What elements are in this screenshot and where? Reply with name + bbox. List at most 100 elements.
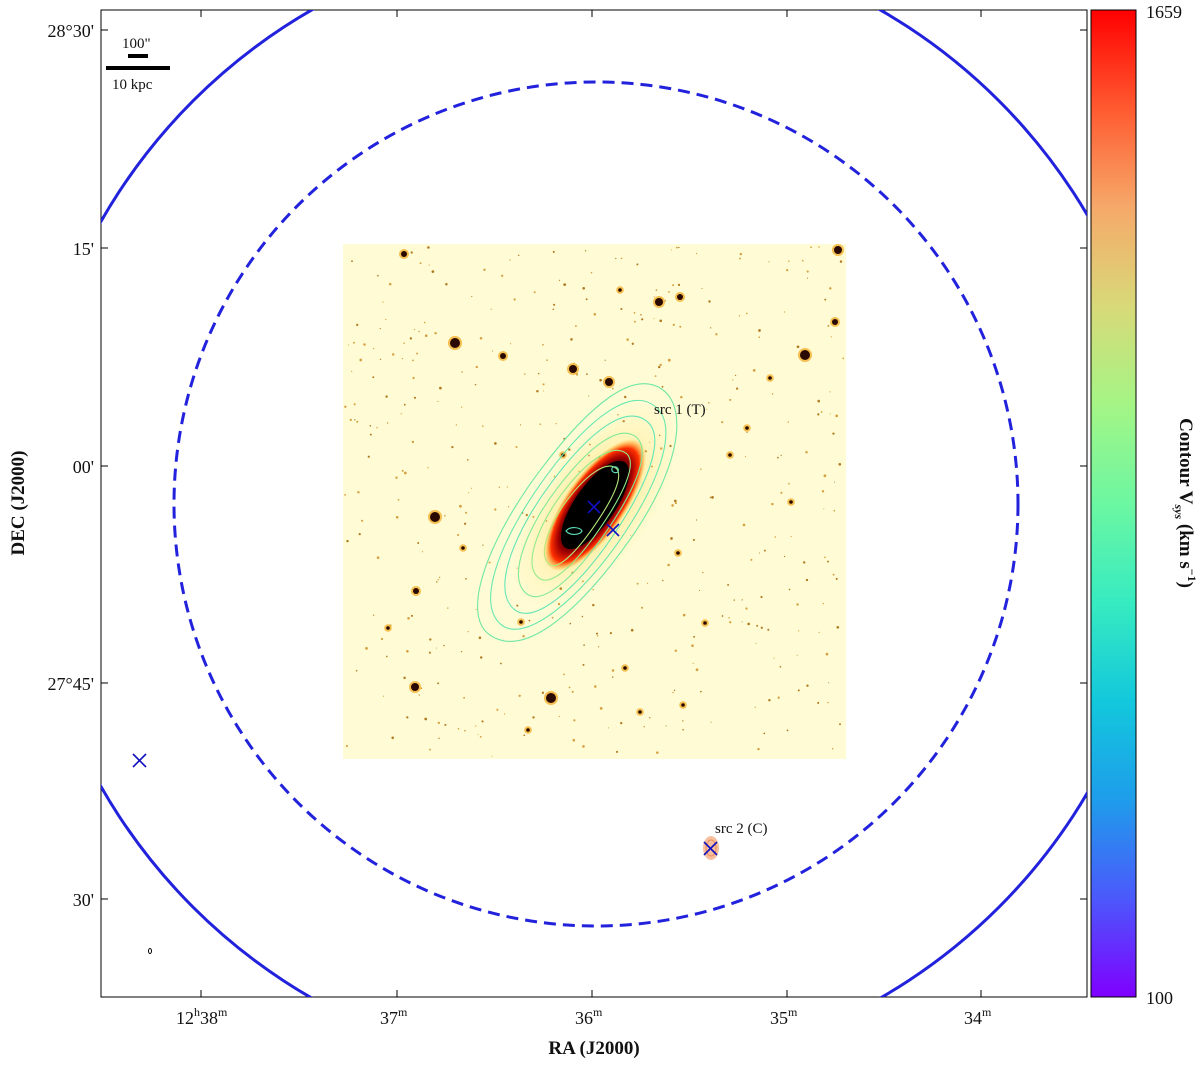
star [539,423,542,425]
star [508,506,510,508]
star [403,676,406,680]
star [777,456,779,459]
star [354,419,356,421]
star [344,405,347,408]
star [623,395,627,399]
star [584,250,587,252]
star [420,687,423,690]
star [682,720,684,722]
star [388,282,392,286]
star [413,328,416,331]
star [482,425,484,427]
star [573,719,576,722]
star [607,727,610,729]
marker-src1-center [587,500,601,514]
star [673,689,676,692]
star [822,602,825,605]
star [746,431,748,433]
star [499,662,502,665]
star [423,321,426,324]
star [631,342,634,345]
star [418,330,420,333]
star [510,343,512,345]
star [728,617,730,619]
star [664,300,666,302]
bright-star [728,453,732,457]
star [673,499,677,503]
star [358,532,361,536]
star [445,283,448,286]
star [739,252,742,256]
star [444,514,446,517]
star [828,682,830,684]
star [659,319,663,323]
star [379,327,381,330]
star [351,370,353,373]
star [385,655,388,658]
star [376,556,380,559]
star [515,445,518,449]
star [620,721,623,725]
star [788,260,790,262]
star [827,324,830,327]
star [506,486,508,488]
y-tick-label: 28°30' [48,21,94,41]
y-tick-labels: 28°30' 15' 00' 27°45' 30' [48,21,94,910]
star [773,657,775,659]
star [674,649,677,652]
star [418,694,420,696]
colorbar-min-label: 100 [1146,988,1173,1008]
star [475,725,477,727]
star [758,329,761,332]
star [682,613,686,617]
star [494,508,497,511]
star [582,745,585,748]
star [586,373,588,375]
star [783,555,786,558]
star [431,270,435,273]
bright-star [745,426,749,430]
axis-ticks [101,10,1087,997]
star [444,723,447,726]
star [745,312,748,315]
star [633,312,636,314]
star [779,665,782,668]
star [787,421,790,423]
star [382,695,385,697]
star [451,445,454,449]
colorbar-max-label: 1659 [1146,2,1182,22]
star [641,606,644,609]
star [599,378,602,382]
star [798,630,800,632]
star [536,389,539,393]
star [817,701,820,704]
bright-star [789,500,793,504]
star [733,599,735,601]
star [361,519,364,522]
star [438,576,441,579]
star [758,336,761,339]
star [824,298,827,301]
star [700,468,702,470]
star [382,301,384,303]
star [376,426,378,429]
star [457,533,460,537]
star [377,274,379,277]
star [760,595,763,599]
star [410,614,413,617]
star [524,373,526,375]
star [780,454,782,456]
star [667,290,670,293]
star [695,668,699,672]
star [818,631,820,633]
bright-star [411,683,419,691]
star [596,635,599,637]
bright-star [401,251,407,257]
colorbar-gradient [1090,9,1137,998]
star [558,715,560,718]
inner-beam-circle-dashed [172,80,1020,928]
star [428,264,430,266]
star [829,391,831,393]
x-tick-label: 36m [575,1005,603,1028]
star [563,283,567,286]
